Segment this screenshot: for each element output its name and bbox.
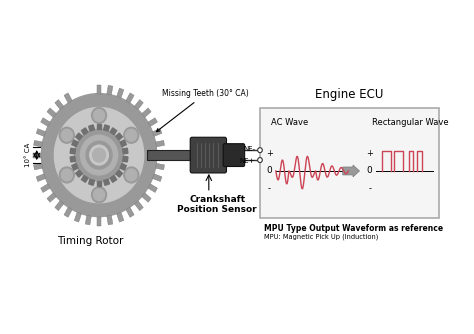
Text: MPU: Magnetic Pick Up (Induction): MPU: Magnetic Pick Up (Induction) [264,233,378,240]
Bar [147,150,192,160]
Circle shape [126,129,137,141]
Polygon shape [343,165,359,177]
Text: Engine ECU: Engine ECU [315,88,383,101]
Text: Rectangular Wave: Rectangular Wave [372,119,448,127]
Circle shape [59,167,74,183]
Circle shape [61,169,73,181]
Text: NE+: NE+ [240,158,255,164]
Circle shape [91,108,107,123]
Polygon shape [155,163,164,170]
Polygon shape [104,179,109,185]
Bar [260,109,438,217]
Text: Timing Rotor: Timing Rotor [56,236,123,246]
Polygon shape [134,100,143,110]
Polygon shape [47,193,56,202]
Circle shape [126,169,137,181]
Polygon shape [89,179,94,185]
Polygon shape [76,170,82,177]
Circle shape [91,187,107,203]
Text: NE-: NE- [243,146,255,152]
Polygon shape [47,108,56,118]
Polygon shape [97,124,101,129]
Text: +: + [266,149,273,158]
Polygon shape [97,85,101,94]
Polygon shape [117,212,124,222]
Circle shape [90,145,109,165]
Polygon shape [85,215,91,225]
Polygon shape [34,163,43,170]
Text: AC Wave: AC Wave [271,119,309,127]
Polygon shape [97,216,101,225]
Polygon shape [76,133,82,140]
Polygon shape [123,148,128,154]
Text: 0: 0 [367,166,373,175]
Circle shape [86,141,112,169]
Polygon shape [64,207,72,217]
Polygon shape [126,207,134,217]
Polygon shape [134,201,143,211]
Circle shape [93,189,105,201]
Polygon shape [72,140,78,147]
Circle shape [124,127,139,143]
Circle shape [41,94,157,216]
Polygon shape [120,164,126,170]
Polygon shape [82,128,88,135]
Polygon shape [142,108,151,118]
Text: -: - [268,184,271,193]
Polygon shape [157,153,165,158]
Polygon shape [120,140,126,147]
Polygon shape [153,129,162,136]
Polygon shape [70,148,75,154]
FancyBboxPatch shape [190,137,227,173]
Polygon shape [123,156,128,162]
Text: -: - [368,184,371,193]
Circle shape [55,108,144,203]
Polygon shape [117,88,124,98]
FancyBboxPatch shape [223,144,245,167]
Polygon shape [155,140,164,147]
Text: +: + [366,149,373,158]
Text: 0: 0 [266,166,272,175]
Polygon shape [126,93,134,103]
Polygon shape [36,174,46,181]
Polygon shape [55,201,64,211]
Circle shape [59,127,74,143]
Circle shape [92,148,106,162]
Circle shape [93,110,105,121]
Text: Crankshaft
Position Sensor: Crankshaft Position Sensor [177,195,257,214]
Circle shape [81,135,118,175]
Polygon shape [110,175,117,182]
Circle shape [258,158,262,163]
Polygon shape [36,129,46,136]
Polygon shape [41,118,50,127]
Polygon shape [153,174,162,181]
Polygon shape [33,153,41,158]
Polygon shape [107,85,113,95]
Polygon shape [116,170,122,177]
Circle shape [258,148,262,153]
Polygon shape [142,193,151,202]
Polygon shape [41,184,50,192]
Circle shape [61,129,73,141]
Polygon shape [55,100,64,110]
Polygon shape [107,215,113,225]
Text: Missing Teeth (30° CA): Missing Teeth (30° CA) [156,89,249,132]
Text: 10° CA: 10° CA [25,143,31,167]
Polygon shape [148,184,157,192]
Circle shape [124,167,139,183]
Polygon shape [148,118,157,127]
Circle shape [75,129,123,181]
Polygon shape [82,175,88,182]
Text: MPU Type Output Waveform as reference: MPU Type Output Waveform as reference [264,223,443,232]
Polygon shape [110,128,117,135]
Polygon shape [72,164,78,170]
Polygon shape [116,133,122,140]
Polygon shape [89,125,94,131]
Polygon shape [97,181,101,186]
Polygon shape [70,156,75,162]
Polygon shape [104,125,109,131]
Polygon shape [74,212,82,222]
Polygon shape [34,140,43,147]
Polygon shape [64,93,72,103]
